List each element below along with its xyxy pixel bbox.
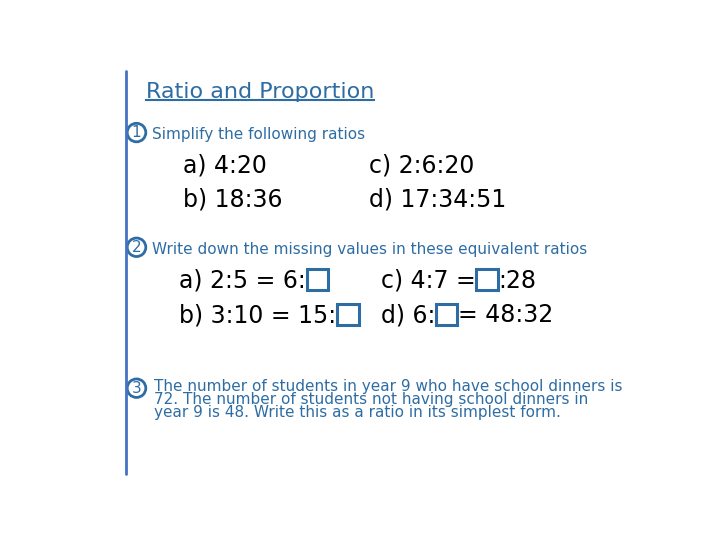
FancyBboxPatch shape [337,303,359,325]
FancyBboxPatch shape [476,269,498,291]
Text: 2: 2 [132,240,141,255]
Text: 3: 3 [132,381,141,396]
Text: The number of students in year 9 who have school dinners is: The number of students in year 9 who hav… [153,379,622,394]
FancyBboxPatch shape [436,303,457,325]
Text: Simplify the following ratios: Simplify the following ratios [152,127,365,142]
Text: c) 2:6:20: c) 2:6:20 [369,153,474,177]
Text: b) 3:10 = 15:: b) 3:10 = 15: [179,303,336,327]
Text: :28: :28 [499,269,536,293]
Text: year 9 is 48. Write this as a ratio in its simplest form.: year 9 is 48. Write this as a ratio in i… [153,405,560,420]
Text: d) 17:34:51: d) 17:34:51 [369,188,506,212]
Text: a) 2:5 = 6:: a) 2:5 = 6: [179,269,306,293]
Text: Ratio and Proportion: Ratio and Proportion [145,82,374,102]
Text: 72. The number of students not having school dinners in: 72. The number of students not having sc… [153,392,588,407]
Text: = 48:32: = 48:32 [458,303,554,327]
Text: b) 18:36: b) 18:36 [183,188,282,212]
Text: Write down the missing values in these equivalent ratios: Write down the missing values in these e… [152,242,588,257]
Text: c) 4:7 =: c) 4:7 = [381,269,475,293]
Text: 1: 1 [132,125,141,140]
Text: a) 4:20: a) 4:20 [183,153,267,177]
Text: d) 6:: d) 6: [381,303,435,327]
FancyBboxPatch shape [307,269,328,291]
